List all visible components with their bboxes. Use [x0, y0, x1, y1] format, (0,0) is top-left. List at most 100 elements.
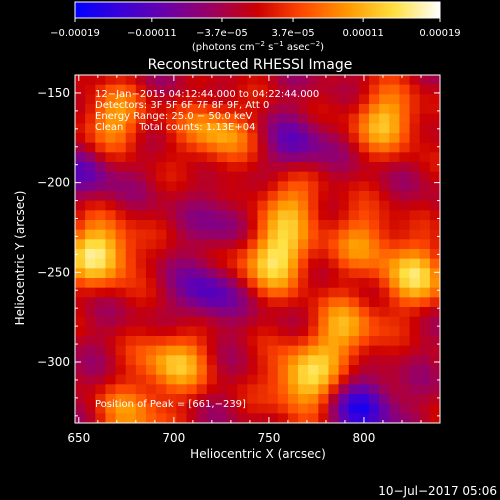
heatmap-cell: [257, 307, 269, 318]
heatmap-cell: [247, 336, 259, 347]
heatmap-cell: [338, 336, 350, 347]
heatmap-cell: [196, 75, 208, 86]
heatmap-cell: [135, 142, 147, 153]
heatmap-cell: [237, 229, 248, 240]
heatmap-cell: [338, 258, 350, 269]
heatmap-cell: [216, 133, 228, 144]
heatmap-cell: [216, 297, 228, 308]
heatmap-cell: [105, 84, 117, 95]
heatmap-cell: [287, 113, 299, 124]
heatmap-cell: [156, 394, 167, 405]
heatmap-cell: [348, 191, 360, 202]
heatmap-cell: [186, 210, 198, 221]
heatmap-cell: [216, 220, 228, 231]
heatmap-cell: [125, 258, 137, 269]
heatmap-cell: [369, 384, 380, 395]
heatmap-cell: [206, 278, 218, 289]
heatmap-cell: [166, 113, 177, 124]
heatmap-cell: [85, 336, 96, 347]
heatmap-cell: [379, 220, 390, 231]
heatmap-cell: [115, 345, 127, 356]
heatmap-cell: [176, 345, 188, 356]
heatmap-cell: [379, 75, 390, 86]
heatmap-cell: [115, 239, 127, 250]
heatmap-cell: [389, 413, 401, 423]
heatmap-cell: [206, 239, 218, 250]
heatmap-cell: [389, 268, 401, 279]
heatmap-cell: [369, 142, 380, 153]
heatmap-cell: [267, 104, 279, 115]
heatmap-cell: [247, 268, 259, 279]
heatmap-cell: [125, 104, 137, 115]
annotation-time-range: 12−Jan−2015 04:12:44.000 to 04:22:44.000: [95, 89, 319, 100]
heatmap-cell: [145, 239, 157, 250]
heatmap-cell: [308, 336, 319, 347]
heatmap-cell: [419, 94, 431, 105]
heatmap-cell: [186, 258, 198, 269]
heatmap-cell: [247, 152, 259, 163]
heatmap-cell: [409, 365, 421, 376]
heatmap-cell: [267, 229, 279, 240]
heatmap-cell: [298, 336, 309, 347]
heatmap-cell: [95, 374, 107, 385]
heatmap-cell: [85, 365, 96, 376]
heatmap-cell: [389, 394, 401, 405]
heatmap-cell: [389, 200, 401, 211]
heatmap-cell: [257, 365, 269, 376]
heatmap-cell: [287, 268, 299, 279]
heatmap-cell: [75, 162, 86, 173]
heatmap-cell: [206, 152, 218, 163]
heatmap-cell: [348, 220, 360, 231]
heatmap-cell: [369, 345, 380, 356]
heatmap-cell: [75, 152, 86, 163]
colorbar-tick-label: 3.7e−05: [271, 28, 314, 39]
heatmap-cell: [369, 413, 380, 423]
heatmap-cell: [409, 75, 421, 86]
heatmap-cell: [287, 326, 299, 337]
heatmap-cell: [145, 307, 157, 318]
heatmap-cell: [186, 336, 198, 347]
heatmap-cell: [145, 94, 157, 105]
heatmap-cell: [369, 287, 380, 298]
heatmap-cell: [399, 123, 411, 134]
heatmap-cell: [338, 104, 350, 115]
heatmap-cell: [247, 403, 259, 414]
heatmap-cell: [358, 316, 370, 327]
colorbar: −0.00019 −0.00011 −3.7e−05 3.7e−05 0.00011 0.…: [50, 1, 461, 53]
heatmap-cell: [166, 278, 177, 289]
heatmap-cell: [145, 152, 157, 163]
heatmap-cell: [277, 287, 289, 298]
heatmap-cell: [196, 123, 208, 134]
heatmap-cell: [125, 152, 137, 163]
heatmap-cell: [145, 200, 157, 211]
heatmap-cell: [419, 191, 431, 202]
heatmap-cell: [389, 220, 401, 231]
heatmap-cell: [328, 113, 340, 124]
heatmap-cell: [115, 142, 127, 153]
heatmap-cell: [348, 384, 360, 395]
heatmap-cell: [247, 345, 259, 356]
heatmap-cell: [216, 258, 228, 269]
heatmap-cell: [369, 336, 380, 347]
heatmap-cell: [277, 413, 289, 423]
heatmap-cell: [399, 374, 411, 385]
heatmap-cell: [156, 191, 167, 202]
heatmap-cell: [338, 278, 350, 289]
heatmap-cell: [419, 171, 431, 182]
heatmap-cell: [287, 200, 299, 211]
heatmap-cell: [247, 307, 259, 318]
heatmap-cell: [308, 171, 319, 182]
heatmap-cell: [145, 374, 157, 385]
colorbar-tick-label: 0.00019: [419, 28, 460, 39]
heatmap-cell: [105, 394, 117, 405]
heatmap-cell: [389, 345, 401, 356]
colorbar-ticks: −0.00019 −0.00011 −3.7e−05 3.7e−05 0.00011 0.…: [50, 18, 461, 39]
heatmap-cell: [125, 278, 137, 289]
heatmap-cell: [85, 326, 96, 337]
heatmap-cell: [348, 142, 360, 153]
heatmap-cell: [429, 84, 440, 95]
heatmap-cell: [247, 229, 259, 240]
heatmap-cell: [206, 374, 218, 385]
heatmap-cell: [237, 75, 248, 86]
heatmap-cell: [237, 123, 248, 134]
